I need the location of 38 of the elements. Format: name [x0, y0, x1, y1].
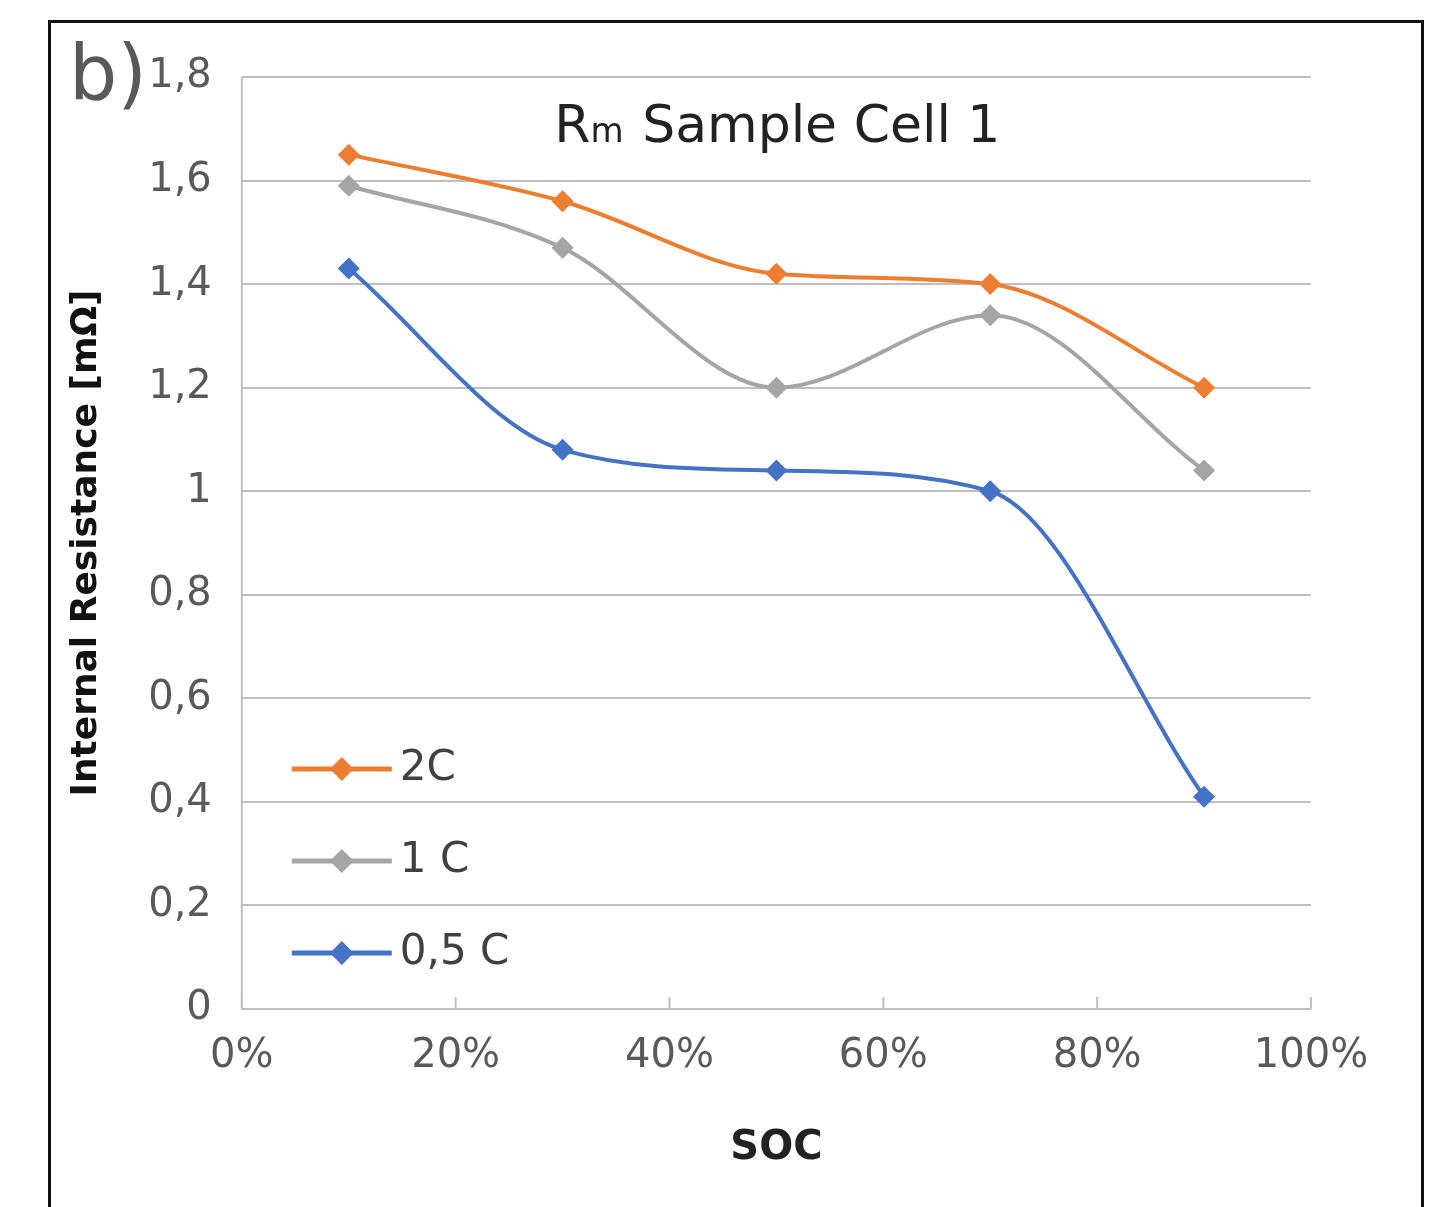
y-tick-label: 0,4: [148, 775, 212, 822]
text: b): [69, 27, 147, 117]
y-tick-label: 1,8: [148, 50, 212, 97]
x-tick-label: 20%: [411, 1030, 501, 1077]
point: [337, 257, 360, 280]
y-tick-label: 0: [186, 982, 212, 1029]
y-tick-label: 1: [186, 464, 212, 511]
point: [551, 236, 574, 259]
x-tick-label: 80%: [1052, 1030, 1142, 1077]
x-axis-title: SOC: [730, 1122, 823, 1169]
point: [1193, 785, 1216, 808]
point: [979, 480, 1002, 503]
legend-label: 0,5 C: [399, 924, 510, 974]
point: [551, 438, 574, 461]
y-tick-label: 1,2: [148, 361, 212, 408]
point: [551, 190, 574, 213]
point: [979, 304, 1002, 327]
point: [765, 376, 788, 399]
y-tick-label: 0,2: [148, 878, 212, 925]
x-tick-label: 40%: [625, 1030, 714, 1077]
x-tick-label: 0%: [210, 1030, 274, 1077]
x-tick-label: 100%: [1253, 1030, 1369, 1077]
y-tick-label: 1,6: [148, 153, 212, 200]
y-tick-label: 0,8: [148, 568, 212, 615]
point: [337, 143, 360, 166]
point: [979, 273, 1002, 296]
chart-title: Rm Sample Cell 1: [554, 94, 1001, 154]
point: [337, 174, 360, 197]
point: [765, 262, 788, 285]
y-axis-title: Internal Resistance [mΩ]: [62, 289, 104, 797]
legend-label: 2C: [399, 740, 456, 790]
legend-label: 1 C: [399, 832, 470, 882]
x-tick-label: 60%: [838, 1030, 928, 1077]
point: [1193, 376, 1216, 399]
point: [1193, 459, 1216, 482]
point: [765, 459, 788, 482]
y-tick-label: 0,6: [148, 671, 212, 718]
y-tick-label: 1,4: [148, 257, 212, 304]
